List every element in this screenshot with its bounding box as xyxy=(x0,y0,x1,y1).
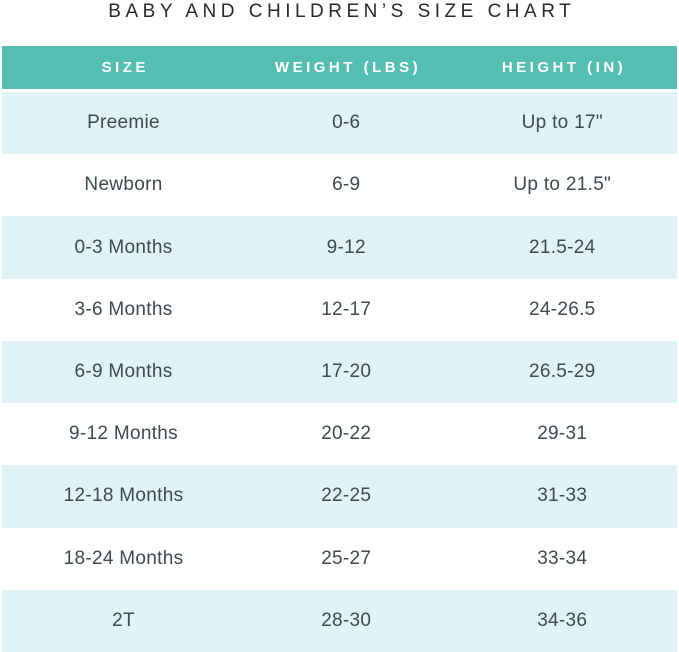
cell-weight: 17-20 xyxy=(321,360,372,382)
table-row: Newborn 6-9 Up to 21.5" xyxy=(2,154,677,217)
size-table: SIZE WEIGHT (LBS) HEIGHT (IN) Preemie 0-6… xyxy=(2,46,677,652)
cell-size: Preemie xyxy=(87,112,160,134)
cell-height: 26.5-29 xyxy=(528,360,596,382)
cell-size: 0-3 Months xyxy=(74,236,173,258)
cell-weight: 20-22 xyxy=(321,423,372,445)
table-row: 6-9 Months 17-20 26.5-29 xyxy=(2,340,677,404)
cell-height: Up to 21.5" xyxy=(513,174,612,196)
cell-weight: 0-6 xyxy=(332,112,361,134)
table-row: 9-12 Months 20-22 29-31 xyxy=(2,403,677,466)
cell-size: 2T xyxy=(112,609,135,631)
cell-height: 24-26.5 xyxy=(528,298,596,320)
cell-weight: 12-17 xyxy=(321,298,372,320)
cell-size: 18-24 Months xyxy=(63,547,184,569)
cell-height: 31-33 xyxy=(537,485,588,507)
column-header-size: SIZE xyxy=(101,59,149,76)
cell-size: 12-18 Months xyxy=(63,485,184,507)
column-header-weight: WEIGHT (LBS) xyxy=(274,59,422,76)
table-row: 18-24 Months 25-27 33-34 xyxy=(2,527,677,590)
cell-size: Newborn xyxy=(84,174,163,196)
table-row: 2T 28-30 34-36 xyxy=(2,589,677,652)
page-title: BABY AND CHILDREN’S SIZE CHART xyxy=(108,1,576,22)
cell-weight: 25-27 xyxy=(321,547,372,569)
table-body: Preemie 0-6 Up to 17" Newborn 6-9 Up to 21.5"… xyxy=(2,92,677,652)
cell-size: 3-6 Months xyxy=(74,298,173,320)
cell-weight: 22-25 xyxy=(321,485,372,507)
title-band: BABY AND CHILDREN’S SIZE CHART xyxy=(0,0,679,46)
table-row: 12-18 Months 22-25 31-33 xyxy=(2,465,677,528)
cell-weight: 28-30 xyxy=(321,609,372,631)
table-row: Preemie 0-6 Up to 17" xyxy=(2,92,677,155)
cell-weight: 6-9 xyxy=(332,174,361,196)
column-header-height: HEIGHT (IN) xyxy=(501,59,627,76)
cell-size: 6-9 Months xyxy=(74,360,173,382)
cell-height: 33-34 xyxy=(537,547,588,569)
cell-size: 9-12 Months xyxy=(69,423,178,445)
cell-height: 29-31 xyxy=(537,423,588,445)
cell-weight: 9-12 xyxy=(326,236,366,258)
cell-height: Up to 17" xyxy=(521,112,603,134)
table-row: 0-3 Months 9-12 21.5-24 xyxy=(2,216,677,279)
table-header-row: SIZE WEIGHT (LBS) HEIGHT (IN) xyxy=(2,46,677,92)
table-row: 3-6 Months 12-17 24-26.5 xyxy=(2,278,677,341)
cell-height: 34-36 xyxy=(537,609,588,631)
cell-height: 21.5-24 xyxy=(528,236,596,258)
